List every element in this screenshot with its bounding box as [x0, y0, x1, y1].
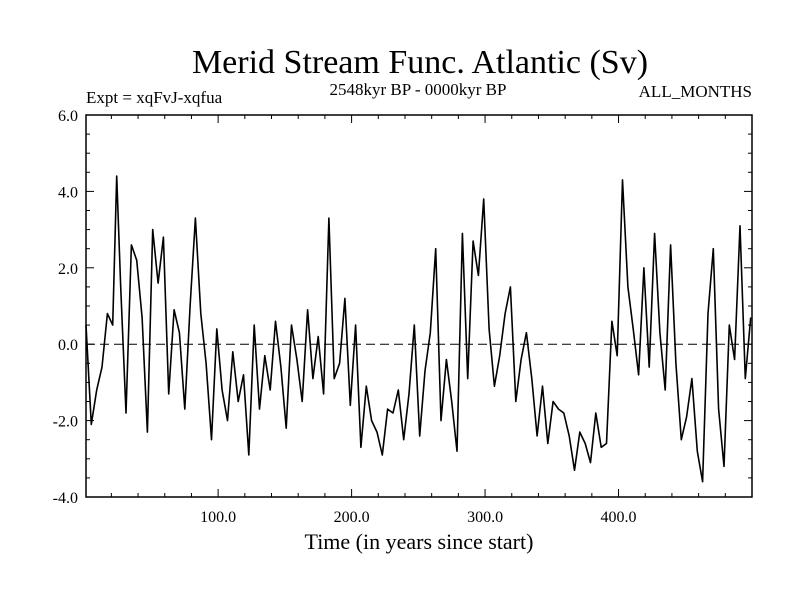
experiment-label: Expt = xqFvJ-xqfua: [86, 88, 223, 107]
x-tick-label: 100.0: [200, 509, 236, 526]
y-tick-label: 0.0: [58, 337, 78, 354]
x-axis-label: Time (in years since start): [305, 529, 534, 554]
axes-group: -4.0 -2.0 0.0 2.0 4.0 6.0 100.0 200.0 300.0 400.0: [53, 108, 752, 526]
y-tick-label: 2.0: [58, 261, 78, 278]
y-tick-label: 4.0: [58, 184, 78, 201]
x-tick-label: 400.0: [601, 509, 637, 526]
plot-frame: [85, 114, 753, 498]
period-label: 2548kyr BP - 0000kyr BP: [330, 80, 507, 99]
y-tick-label: 6.0: [58, 108, 78, 125]
series-line: [85, 175, 752, 483]
months-label: ALL_MONTHS: [639, 82, 752, 101]
y-tick-label: -4.0: [53, 490, 78, 507]
x-tick-label: 200.0: [334, 509, 370, 526]
x-tick-label: 300.0: [467, 509, 503, 526]
plot-area: [85, 175, 752, 483]
chart-title: Merid Stream Func. Atlantic (Sv): [192, 44, 648, 81]
y-tick-label: -2.0: [53, 414, 78, 431]
